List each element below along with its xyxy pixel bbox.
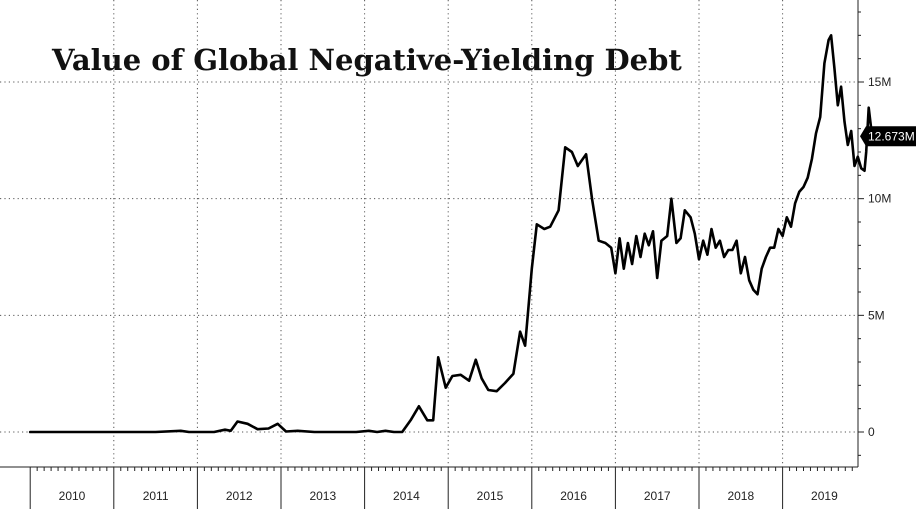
last-value-box [860, 126, 916, 147]
x-tick-label-2010: 2010 [59, 489, 86, 503]
y-tick-label-5m: 5M [868, 308, 885, 322]
chart-title: Value of Global Negative-Yielding Debt [51, 43, 682, 77]
x-axis: 2010 2011 2012 2013 2014 2015 2016 2017 … [0, 466, 858, 509]
x-tick-label-2019: 2019 [811, 489, 838, 503]
y-tick-marks [858, 11, 864, 456]
last-value-badge: 12.673M [860, 126, 916, 147]
x-tick-label-2014: 2014 [393, 489, 420, 503]
x-tick-label-2018: 2018 [727, 489, 754, 503]
x-tick-label-2013: 2013 [309, 489, 336, 503]
y-axis: 0 5M 10M 15M [857, 0, 891, 467]
x-tick-label-2012: 2012 [226, 489, 253, 503]
x-tick-marks [29, 467, 853, 509]
x-tick-label-2016: 2016 [560, 489, 587, 503]
x-tick-label-2017: 2017 [644, 489, 671, 503]
x-tick-label-2015: 2015 [477, 489, 504, 503]
y-tick-label-10m: 10M [868, 192, 891, 206]
last-value-label: 12.673M [868, 129, 915, 143]
y-tick-label-15m: 15M [868, 75, 891, 89]
y-tick-label-0: 0 [868, 425, 875, 439]
series-line-negative-yielding-debt [28, 34, 874, 434]
x-tick-label-2011: 2011 [143, 489, 169, 503]
